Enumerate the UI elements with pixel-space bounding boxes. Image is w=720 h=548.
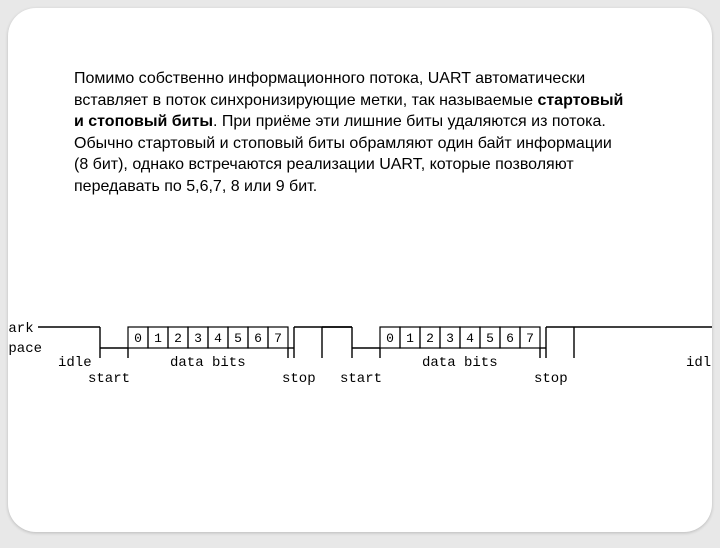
bit-num: 7 — [526, 331, 534, 346]
bit-num: 4 — [214, 331, 222, 346]
para-before: Помимо собственно информационного потока… — [74, 70, 585, 109]
bit-num: 3 — [194, 331, 202, 346]
frame-2: 01234567 start data bits stop — [322, 327, 712, 387]
label-data: data bits — [422, 355, 498, 371]
label-start: start — [340, 371, 382, 387]
uart-svg: mark space 01234567idlestartdata bitssto… — [8, 314, 712, 394]
bit-num: 0 — [386, 331, 394, 346]
label-idle-right: idle — [686, 355, 712, 371]
bit-num: 6 — [506, 331, 514, 346]
bit-num: 2 — [426, 331, 434, 346]
frame-1: 01234567 idlestart data bits stop — [58, 327, 352, 387]
bit-num: 6 — [254, 331, 262, 346]
bit-num: 5 — [486, 331, 494, 346]
paragraph: Помимо собственно информационного потока… — [74, 68, 634, 198]
bit-num: 3 — [446, 331, 454, 346]
bit-num: 4 — [466, 331, 474, 346]
label-stop: stop — [282, 371, 316, 387]
label-data: data bits — [170, 355, 246, 371]
bit-num: 5 — [234, 331, 242, 346]
label-mark: mark — [8, 321, 34, 337]
bit-num: 7 — [274, 331, 282, 346]
label-idle: idle — [58, 355, 92, 371]
bit-num: 1 — [406, 331, 414, 346]
label-start: start — [88, 371, 130, 387]
slide-card: Помимо собственно информационного потока… — [8, 8, 712, 532]
bit-num: 1 — [154, 331, 162, 346]
uart-timing-diagram: mark space 01234567idlestartdata bitssto… — [8, 314, 712, 394]
label-stop: stop — [534, 371, 568, 387]
bit-num: 0 — [134, 331, 142, 346]
label-space: space — [8, 341, 42, 357]
bit-num: 2 — [174, 331, 182, 346]
